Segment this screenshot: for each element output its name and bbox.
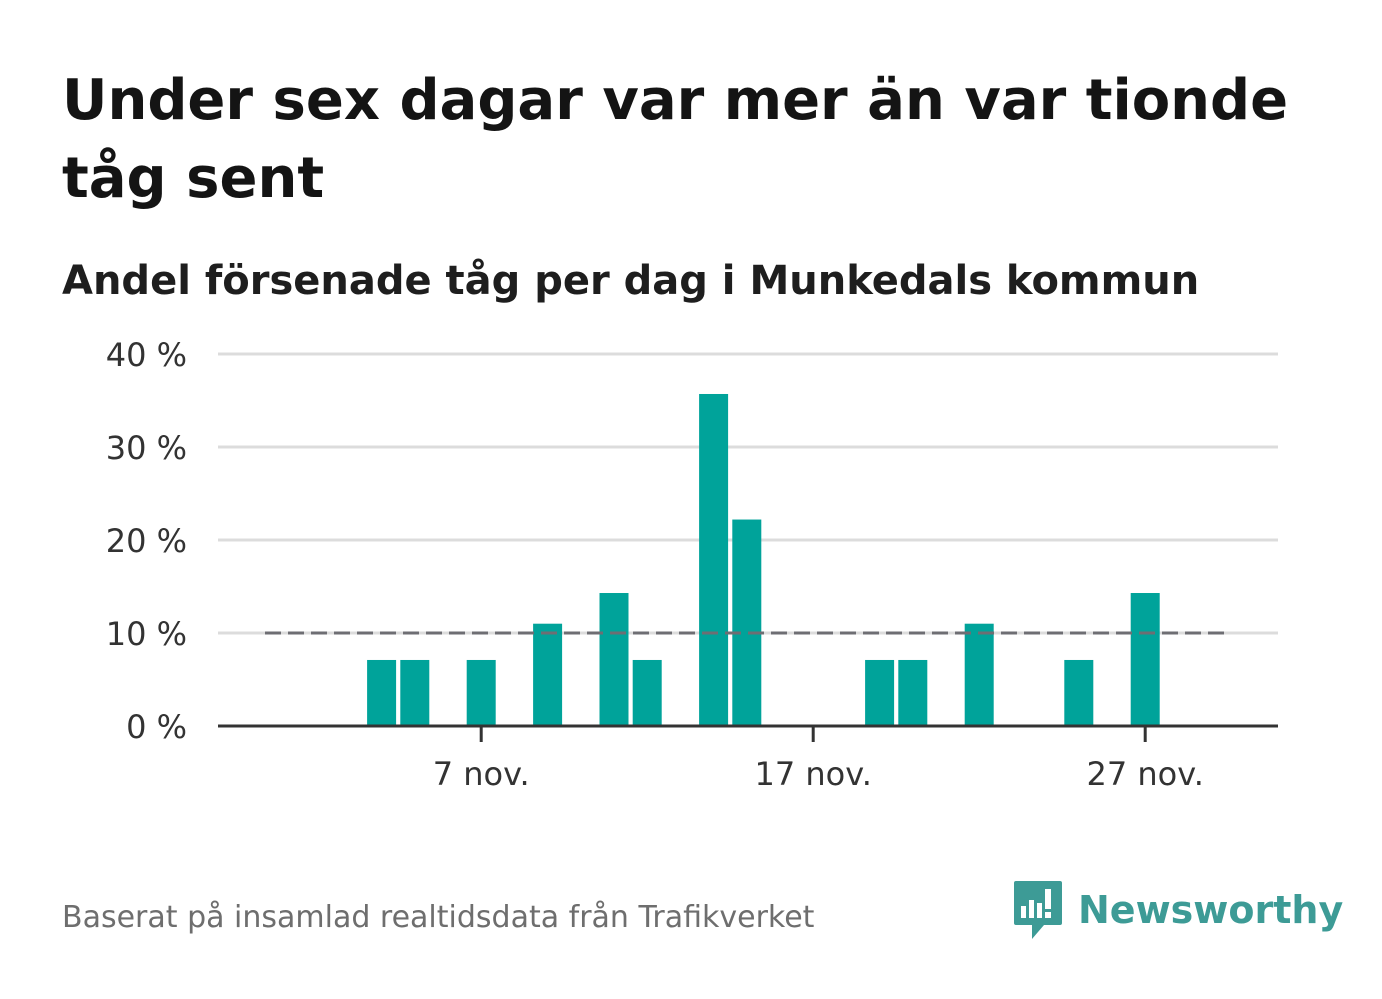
bar bbox=[699, 393, 729, 726]
bar bbox=[898, 659, 928, 726]
bar bbox=[533, 623, 563, 726]
bar bbox=[466, 659, 496, 726]
chart-subtitle: Andel försenade tåg per dag i Munkedals … bbox=[62, 258, 1200, 304]
y-tick-label: 40 % bbox=[106, 336, 187, 374]
bar bbox=[599, 593, 629, 726]
y-axis-labels: 0 % 10 % 20 % 30 % 40 % bbox=[106, 336, 187, 746]
y-tick-label: 20 % bbox=[106, 522, 187, 560]
bar bbox=[400, 659, 430, 726]
x-axis: 7 nov. 17 nov. 27 nov. bbox=[218, 724, 1278, 793]
chart-title: Under sex dagar var mer än var tionde tå… bbox=[62, 68, 1289, 211]
bar bbox=[632, 659, 662, 726]
newsworthy-logo-icon bbox=[1014, 881, 1062, 939]
x-tick-label: 17 nov. bbox=[755, 755, 872, 793]
brand-name: Newsworthy bbox=[1078, 888, 1344, 932]
y-tick-label: 30 % bbox=[106, 429, 187, 467]
brand-logo: Newsworthy bbox=[1012, 878, 1343, 942]
bar-chart: 0 % 10 % 20 % 30 % 40 % 7 nov. 17 nov. 27 nov. bbox=[106, 336, 1278, 793]
bar bbox=[964, 623, 994, 726]
y-tick-label: 10 % bbox=[106, 615, 187, 653]
source-note: Baserat på insamlad realtidsdata från Tr… bbox=[62, 900, 815, 935]
bars bbox=[367, 393, 1160, 726]
bar bbox=[367, 659, 397, 726]
bar bbox=[1064, 659, 1094, 726]
x-tick-label: 7 nov. bbox=[433, 755, 530, 793]
x-tick-label: 27 nov. bbox=[1087, 755, 1204, 793]
y-tick-label: 0 % bbox=[126, 708, 187, 746]
bar bbox=[865, 659, 895, 726]
bar bbox=[732, 519, 762, 726]
bar bbox=[1130, 593, 1160, 726]
